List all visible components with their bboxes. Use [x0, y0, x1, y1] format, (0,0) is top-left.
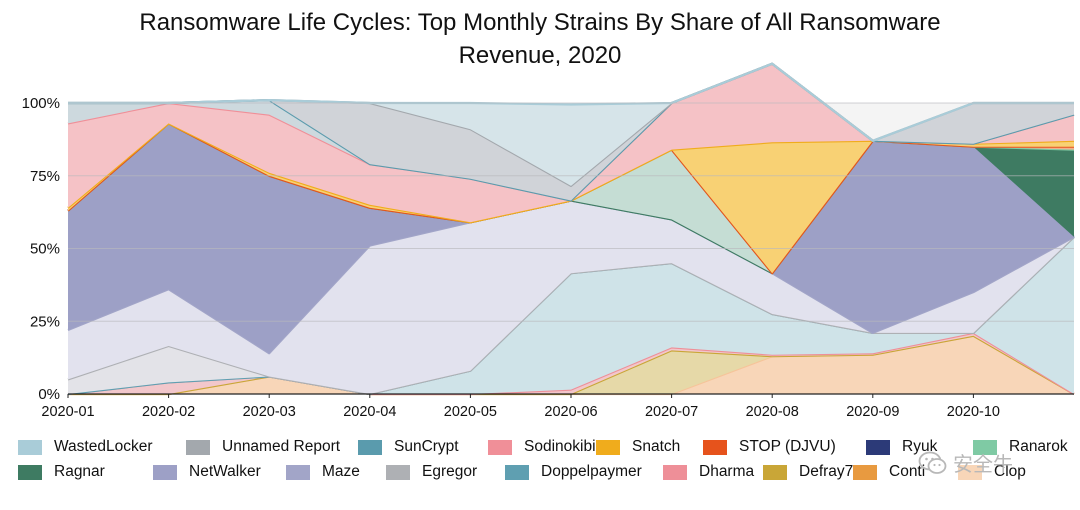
legend-item-clop: Clop [958, 463, 1026, 481]
y-tick-label: 25% [30, 313, 60, 330]
legend-label: Ryuk [902, 438, 938, 455]
legend-swatch [386, 464, 410, 480]
legend-label: Sodinokibi [524, 438, 596, 455]
area-maze [68, 200, 1074, 394]
x-tick-label: 2020-01 [41, 404, 94, 420]
legend-label: STOP (DJVU) [739, 438, 836, 455]
area-snatch [68, 123, 1074, 274]
legend-item-ranarok: Ranarok [973, 438, 1068, 456]
legend-item-netwalker: NetWalker [153, 463, 261, 481]
legend-item-defray777: Defray777 [763, 463, 871, 481]
legend-swatch [488, 439, 512, 455]
line-wastedlocker [68, 62, 1074, 142]
area-wastedlocker [68, 63, 1074, 186]
y-tick-label: 75% [30, 168, 60, 185]
legend-item-wastedlocker: WastedLocker [18, 438, 153, 456]
legend-label: Dharma [699, 463, 755, 480]
x-tick-label: 2020-08 [746, 404, 799, 420]
legend-item-sodinokibi: Sodinokibi [488, 438, 596, 456]
legend-swatch [186, 439, 210, 455]
watermark: 安全牛 [918, 448, 1013, 477]
legend-item-doppelpaymer: Doppelpaymer [505, 463, 642, 481]
legend-swatch [358, 439, 382, 455]
legend-label: Conti [889, 463, 926, 480]
legend-item-unnamed-report: Unnamed Report [186, 438, 340, 456]
legend-swatch [663, 464, 687, 480]
wechat-icon [918, 451, 947, 474]
legend-swatch [958, 464, 982, 480]
area-egregor [68, 236, 1074, 394]
chart-title-line-1: Ransomware Life Cycles: Top Monthly Stra… [139, 9, 941, 36]
legend-swatch [763, 464, 787, 480]
legend-label: Ranarok [1009, 438, 1068, 455]
y-tick-label: 50% [30, 241, 60, 258]
legend-item-egregor: Egregor [386, 463, 477, 481]
legend-swatch [853, 464, 877, 480]
area-doppelpaymer [68, 236, 1074, 394]
legend-label: Snatch [632, 438, 681, 455]
legend-swatch [286, 464, 310, 480]
legend-item-conti: Conti [853, 463, 925, 481]
legend-label: SunCrypt [394, 438, 459, 455]
legend-swatch [596, 439, 620, 455]
legend-item-ryuk: Ryuk [866, 438, 937, 456]
x-tick-label: 2020-02 [142, 404, 195, 420]
chart-title-line-2: Revenue, 2020 [458, 42, 622, 69]
y-tick-label: 0% [38, 386, 60, 403]
legend-label: Ragnar [54, 463, 105, 480]
legend-swatch [153, 464, 177, 480]
legend-label: Doppelpaymer [541, 463, 642, 480]
legend-label: Maze [322, 463, 360, 480]
area-dharma [68, 332, 1074, 394]
y-tick-label: 100% [22, 95, 60, 112]
x-tick-label: 2020-09 [846, 404, 899, 420]
area-netwalker [68, 123, 1074, 354]
legend-label: Clop [994, 463, 1026, 480]
x-tick-label: 2020-10 [947, 404, 1000, 420]
legend-swatch [18, 464, 42, 480]
legend-swatch [866, 439, 890, 455]
x-tick-label: 2020-07 [645, 404, 698, 420]
legend-item-stop-djvu: STOP (DJVU) [703, 438, 836, 456]
legend-swatch [505, 464, 529, 480]
legend-item-snatch: Snatch [596, 438, 680, 456]
legend-item-dharma: Dharma [663, 463, 754, 481]
x-tick-label: 2020-06 [544, 404, 597, 420]
legend-label: WastedLocker [54, 438, 153, 455]
legend-item-maze: Maze [286, 463, 360, 481]
x-tick-label: 2020-04 [343, 404, 396, 420]
watermark-text: 安全牛 [953, 454, 1013, 476]
x-tick-label: 2020-03 [243, 404, 296, 420]
legend-label: Defray777 [799, 463, 871, 480]
legend-item-suncrypt: SunCrypt [358, 438, 459, 456]
legend-swatch [18, 439, 42, 455]
area-clop [68, 335, 1074, 394]
legend-label: Unnamed Report [222, 438, 341, 455]
legend-label: Egregor [422, 463, 478, 480]
x-tick-label: 2020-05 [444, 404, 497, 420]
chart-title: Ransomware Life Cycles: Top Monthly Stra… [0, 6, 1080, 72]
legend-swatch [703, 439, 727, 455]
legend-item-ragnar: Ragnar [18, 463, 105, 481]
legend-swatch [973, 439, 997, 455]
legend-label: NetWalker [189, 463, 261, 480]
